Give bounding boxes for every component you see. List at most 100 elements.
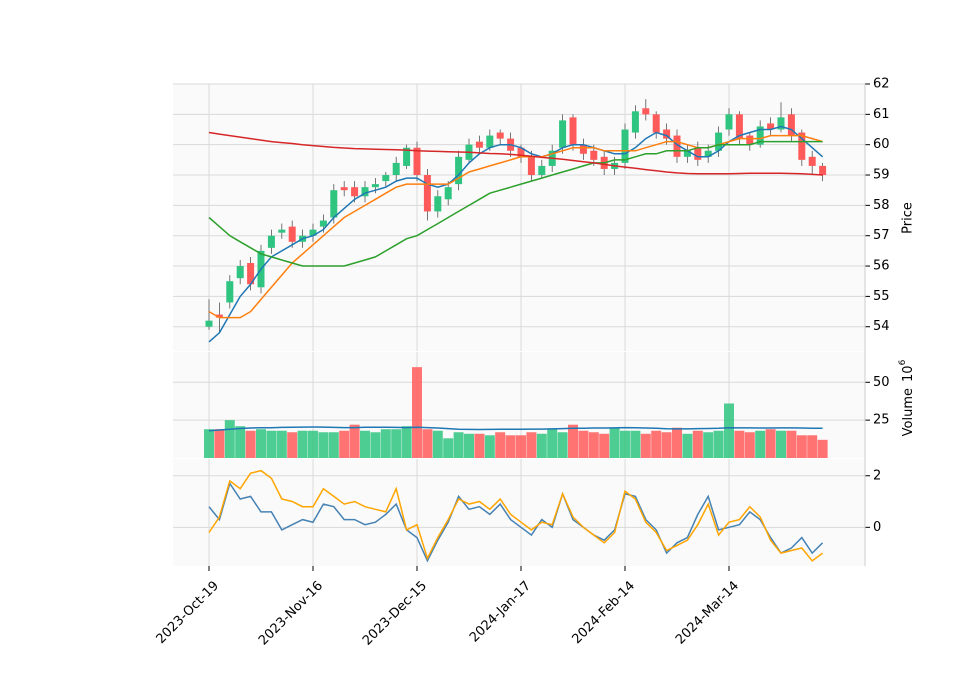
candle-body [787, 114, 795, 136]
volume-bar [318, 432, 329, 458]
candle-body [382, 175, 390, 182]
candle-body [486, 135, 494, 148]
x-tick-label: 2023-Dec-15 [360, 578, 430, 648]
candle-body [215, 314, 223, 318]
volume-bar [256, 429, 266, 458]
x-tick-label: 2023-Nov-16 [256, 578, 326, 648]
volume-bar [349, 424, 360, 458]
y-tick-label: 54 [873, 319, 890, 334]
volume-bar [796, 435, 807, 458]
candle-body [236, 266, 244, 279]
candle-body [631, 111, 639, 133]
candle-body [340, 187, 348, 191]
x-tick-label: 2024-Jan-17 [467, 578, 534, 645]
volume-bar [661, 432, 672, 458]
volume-bar [453, 432, 464, 458]
volume-bar [308, 430, 318, 458]
volume-bar [786, 430, 797, 458]
candle-body [517, 147, 525, 157]
volume-bar [297, 430, 308, 458]
candle-body [663, 129, 671, 139]
candle-body [434, 196, 442, 212]
volume-bar [692, 430, 703, 458]
volume-bar [599, 433, 610, 458]
candle-body [590, 150, 598, 160]
candle-body [683, 150, 691, 157]
volume-bar [578, 430, 589, 458]
volume-bar [516, 435, 526, 458]
volume-bar [765, 429, 776, 458]
volume-bar [422, 429, 433, 458]
candle-body [226, 281, 234, 303]
candle-body [205, 320, 213, 327]
volume-bar [713, 430, 724, 458]
candle-body [309, 229, 317, 236]
candle-body [819, 165, 827, 176]
candle-body [288, 226, 296, 242]
candle-body [496, 132, 504, 139]
y-tick-label: 62 [873, 77, 890, 92]
volume-bar [682, 433, 693, 458]
volume-bar [432, 430, 443, 458]
candle-body [330, 190, 338, 218]
candle-body [527, 156, 535, 176]
y-tick-label: 60 [873, 137, 890, 152]
candle-body [746, 135, 754, 145]
volume-bar [204, 429, 214, 458]
candle-body [455, 156, 463, 185]
volume-bar [568, 424, 578, 458]
candle-body [403, 147, 411, 166]
volume-bar [245, 430, 256, 458]
volume-bar [505, 435, 516, 458]
volume-bar [380, 429, 391, 458]
candle-body [475, 141, 483, 148]
volume-bar [672, 427, 682, 458]
candle-body [621, 129, 629, 163]
label-text: Volume [901, 388, 916, 436]
volume-bar [547, 429, 558, 458]
candle-body [694, 147, 702, 160]
volume-bar [235, 426, 246, 458]
candle-body [725, 114, 733, 130]
volume-bar [620, 430, 630, 458]
candle-body [756, 126, 764, 145]
volume-bar [214, 429, 225, 458]
volume-bar [360, 430, 370, 458]
volume-bar [276, 430, 287, 458]
x-tick-label: 2023-Oct-19 [154, 578, 222, 646]
volume-bar [266, 430, 277, 458]
candle-body [569, 117, 577, 145]
candle-body [559, 120, 567, 148]
candle-body [319, 220, 327, 227]
candle-body [413, 147, 421, 176]
volume-bar [557, 432, 568, 458]
volume-bar [703, 432, 714, 458]
series-line [208, 481, 824, 563]
volume-bar [484, 435, 495, 458]
candle-body [361, 187, 369, 197]
volume-bar [328, 432, 339, 458]
x-tick-label: 2024-Mar-14 [673, 578, 742, 647]
label-base: 10 [901, 365, 916, 382]
volume-bar [609, 427, 620, 458]
candle-body [579, 144, 587, 154]
y-axis-label: Volume 106 [898, 359, 916, 436]
candle-body [247, 263, 255, 285]
y-axis-label: Price [901, 202, 916, 234]
y-tick-label: 0 [873, 520, 881, 535]
y-tick-label: 2 [873, 468, 881, 483]
volume-bar [370, 432, 381, 458]
candle-body [351, 187, 359, 197]
series-line [208, 469, 824, 562]
volume-bar [443, 438, 454, 458]
volume-bar [412, 367, 422, 458]
panel-background [173, 459, 865, 566]
series-line [208, 140, 823, 267]
series-line [208, 131, 823, 176]
volume-bar [464, 433, 474, 458]
volume-bar [401, 426, 412, 458]
candle-body [735, 114, 743, 139]
candle-body [704, 150, 712, 157]
candle-body [652, 114, 660, 133]
candle-body [444, 187, 452, 200]
